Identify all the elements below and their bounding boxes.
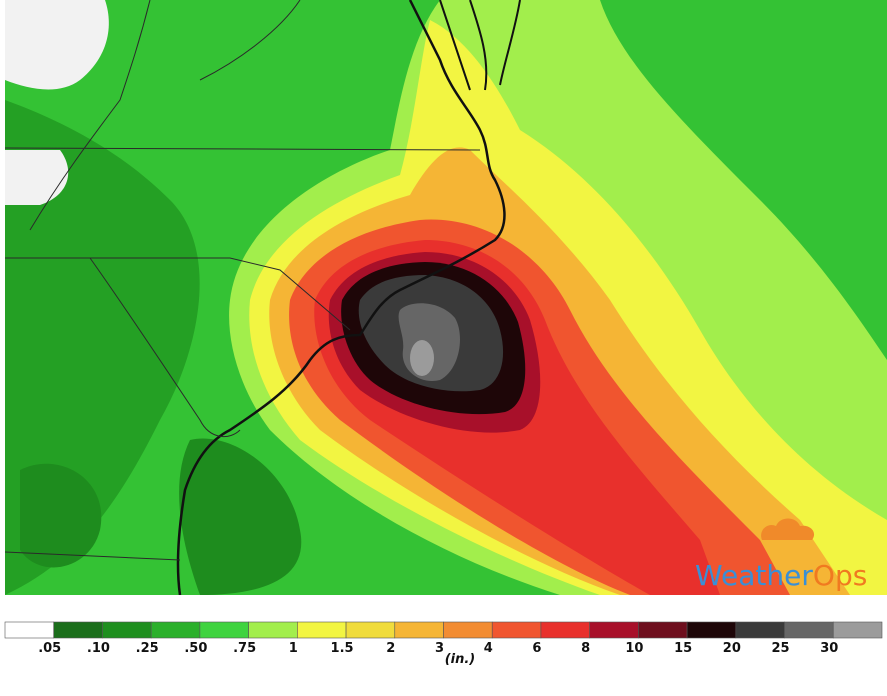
legend-swatch [345, 621, 396, 639]
legend: .05 .10 .25 .50 .75 1 1.5 2 3 4 6 8 10 15 20 25 30 [4, 621, 883, 656]
rain-area [179, 438, 302, 595]
legend-swatch [589, 621, 639, 639]
legend-swatch [394, 621, 444, 639]
logo-text: WeatherOps [695, 559, 867, 592]
logo-text-a: Weather [695, 559, 813, 592]
legend-swatch [443, 621, 493, 639]
legend-label: 30 [820, 641, 838, 656]
legend-swatch [784, 621, 834, 639]
legend-label: .50 [184, 641, 207, 656]
legend-label: 25 [772, 641, 790, 656]
legend-label: .25 [136, 641, 159, 656]
legend-label: 4 [484, 641, 493, 656]
legend-swatch [491, 621, 542, 639]
legend-swatch [150, 621, 201, 639]
legend-swatch [686, 621, 737, 639]
legend-label: .10 [87, 641, 110, 656]
no-rain-area [5, 0, 109, 90]
legend-label: 8 [581, 641, 590, 656]
legend-label: 6 [532, 641, 541, 656]
legend-label: .05 [38, 641, 61, 656]
legend-label: 3 [435, 641, 444, 656]
legend-swatch [735, 621, 785, 639]
coastline [439, 0, 521, 91]
legend-label: 1 [289, 641, 298, 656]
coastline [176, 0, 506, 595]
legend-swatch [638, 621, 688, 639]
legend-swatch [102, 621, 152, 639]
legend-swatch [199, 621, 249, 639]
legend-label: 15 [674, 641, 692, 656]
legend-label: .75 [233, 641, 256, 656]
logo: WeatherOps [695, 518, 867, 592]
legend-swatch [53, 621, 103, 639]
legend-label: 2 [386, 641, 395, 656]
rain-area [410, 340, 434, 376]
rain-area [20, 463, 102, 568]
legend-label: 20 [723, 641, 741, 656]
legend-label: 10 [625, 641, 643, 656]
legend-label: 1.5 [331, 641, 354, 656]
logo-icon [761, 518, 815, 540]
legend-swatch [297, 621, 347, 639]
legend-swatch [4, 621, 55, 639]
legend-unit: (in.) [445, 652, 476, 667]
logo-text-b: Ops [813, 559, 867, 592]
no-rain-area [5, 150, 69, 205]
map [5, 0, 887, 595]
state-border [5, 0, 481, 561]
legend-swatch [248, 621, 298, 639]
legend-swatch [832, 621, 883, 639]
legend-swatch [540, 621, 590, 639]
